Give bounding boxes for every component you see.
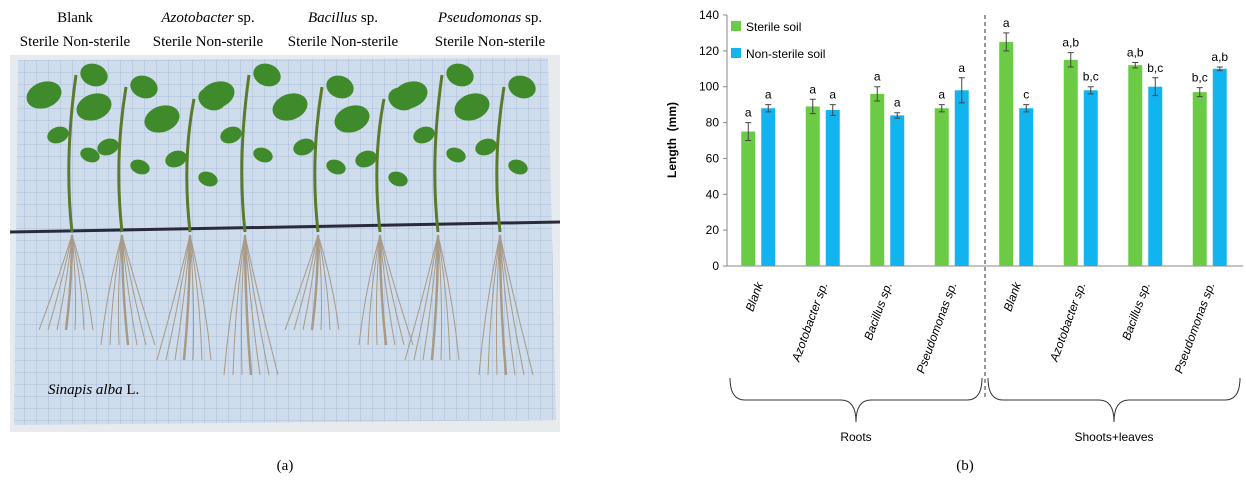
x-tick-label: Blank xyxy=(743,279,767,313)
bar xyxy=(955,90,969,266)
genus: Blank xyxy=(57,10,93,26)
treatment-labels: Sterile Non-sterile xyxy=(153,34,264,50)
y-tick-label: 0 xyxy=(712,259,719,273)
significance-letter: b,c xyxy=(1192,71,1208,85)
significance-letter: b,c xyxy=(1147,61,1163,75)
legend-swatch xyxy=(731,48,741,58)
significance-letter: a xyxy=(1003,16,1010,30)
legend-label: Sterile soil xyxy=(746,20,801,34)
significance-letter: a,b xyxy=(1062,36,1079,50)
y-tick-label: 120 xyxy=(699,44,719,58)
treatment-labels: Sterile Non-sterile xyxy=(20,34,131,50)
group-header: Azotobacter sp. xyxy=(160,10,254,26)
genus: Azotobacter xyxy=(160,10,234,26)
bar xyxy=(1019,108,1033,266)
bar xyxy=(890,115,904,266)
significance-letter: a xyxy=(745,106,752,120)
species-author: L. xyxy=(126,382,139,398)
group-header: Pseudomonas sp. xyxy=(437,10,542,26)
caption: (a) xyxy=(277,458,294,474)
caption: (b) xyxy=(956,458,974,474)
y-tick-label: 80 xyxy=(706,116,720,130)
significance-letter: a xyxy=(894,96,901,110)
bar xyxy=(935,108,949,266)
significance-letter: a,b xyxy=(1127,46,1144,60)
significance-letter: a xyxy=(829,88,836,102)
significance-letter: a xyxy=(874,70,881,84)
y-tick-label: 100 xyxy=(699,80,719,94)
significance-letter: a xyxy=(809,82,816,96)
x-tick-label: Azotobacter sp. xyxy=(1047,280,1089,364)
bar xyxy=(1148,87,1162,266)
bar xyxy=(1084,90,1098,266)
suffix: sp. xyxy=(238,10,255,26)
significance-letter: c xyxy=(1023,88,1029,102)
group-label: Shoots+leaves xyxy=(1074,430,1153,444)
bar xyxy=(741,132,755,266)
bar xyxy=(1193,92,1207,266)
y-axis-label: Length (mm) xyxy=(665,102,679,178)
species-label: Sinapis alba L. xyxy=(48,382,139,398)
significance-letter: b,c xyxy=(1083,70,1099,84)
group-header: Bacillus sp. xyxy=(308,10,378,26)
group-header: Blank xyxy=(57,10,93,26)
significance-letter: a xyxy=(938,88,945,102)
bar xyxy=(1128,65,1142,266)
suffix: sp. xyxy=(525,10,542,26)
group-brace xyxy=(730,378,982,422)
x-tick-label: Azotobacter sp. xyxy=(789,280,831,364)
treatment-labels: Sterile Non-sterile xyxy=(288,34,399,50)
x-tick-label: Pseudomonas sp. xyxy=(914,280,960,375)
species-name: Sinapis alba xyxy=(48,382,123,398)
genus: Pseudomonas xyxy=(437,10,521,26)
bar xyxy=(826,110,840,266)
bar xyxy=(1213,69,1227,266)
x-tick-label: Pseudomonas sp. xyxy=(1172,280,1218,375)
photo xyxy=(10,55,560,432)
x-tick-label: Blank xyxy=(1001,279,1025,313)
bar xyxy=(1064,60,1078,266)
suffix: sp. xyxy=(361,10,378,26)
legend-swatch xyxy=(731,21,741,31)
bar xyxy=(999,42,1013,266)
bar xyxy=(870,94,884,266)
x-tick-label: Bacillus sp. xyxy=(1119,280,1153,342)
y-tick-label: 40 xyxy=(706,187,720,201)
legend-label: Non-sterile soil xyxy=(746,47,825,61)
group-brace xyxy=(988,378,1240,422)
significance-letter: a,b xyxy=(1211,50,1228,64)
bar xyxy=(761,108,775,266)
significance-letter: a xyxy=(958,61,965,75)
group-label: Roots xyxy=(840,430,871,444)
x-tick-label: Bacillus sp. xyxy=(861,280,895,342)
significance-letter: a xyxy=(765,88,772,102)
y-tick-label: 20 xyxy=(706,223,720,237)
genus: Bacillus xyxy=(308,10,357,26)
bar xyxy=(806,106,820,266)
treatment-labels: Sterile Non-sterile xyxy=(435,34,546,50)
figure: Blank Sterile Non-sterile Azotobacter sp. S… xyxy=(0,0,1246,480)
y-tick-label: 60 xyxy=(706,151,720,165)
y-tick-label: 140 xyxy=(699,8,719,22)
